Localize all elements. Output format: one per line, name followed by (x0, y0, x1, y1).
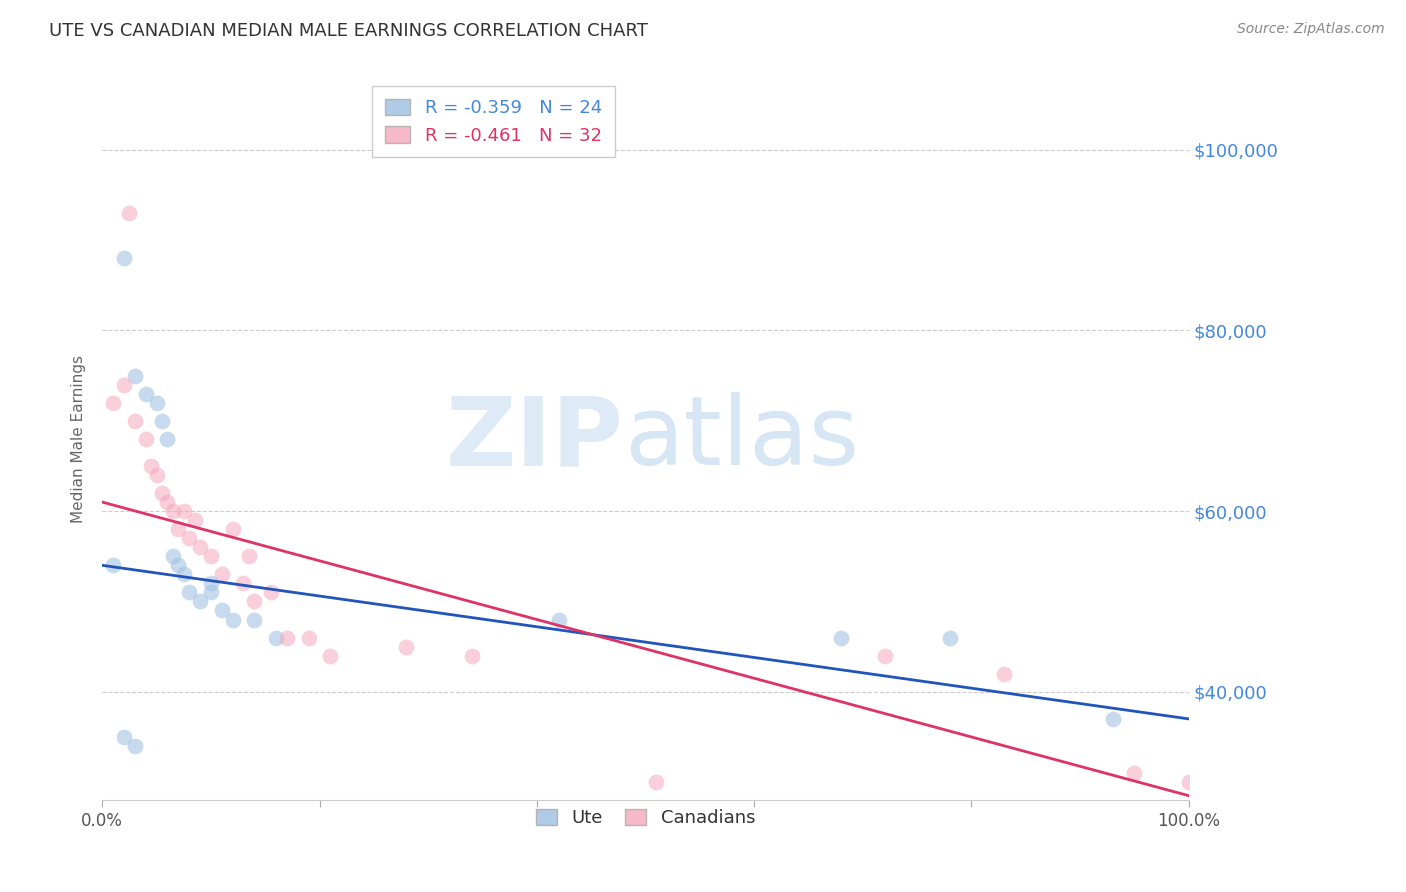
Point (150, 414, 173, 428)
Text: atlas: atlas (624, 392, 859, 485)
Point (243, 613, 266, 627)
Legend: Ute, Canadians: Ute, Canadians (529, 802, 762, 835)
Point (830, 631, 852, 645)
Point (124, 739, 146, 753)
Point (101, 558, 124, 573)
Point (135, 432, 157, 446)
Y-axis label: Median Male Earnings: Median Male Earnings (72, 355, 86, 523)
Text: Source: ZipAtlas.com: Source: ZipAtlas.com (1237, 22, 1385, 37)
Point (162, 549, 184, 564)
Point (179, 531, 201, 545)
Point (135, 386, 157, 401)
Point (167, 558, 190, 573)
Point (264, 631, 287, 645)
Point (211, 567, 233, 582)
Point (156, 432, 179, 446)
Point (118, 206, 141, 220)
Point (221, 613, 243, 627)
Point (124, 368, 146, 383)
Point (173, 504, 195, 518)
Point (1123, 766, 1146, 780)
Point (200, 549, 222, 564)
Point (156, 495, 179, 509)
Point (200, 585, 222, 599)
Point (1101, 712, 1123, 726)
Point (112, 730, 135, 744)
Point (395, 640, 418, 654)
Point (112, 251, 135, 265)
Point (221, 522, 243, 536)
Text: ZIP: ZIP (446, 392, 624, 485)
Point (298, 631, 321, 645)
Point (101, 395, 124, 409)
Point (124, 414, 146, 428)
Point (460, 648, 482, 663)
Point (238, 549, 260, 564)
Point (645, 775, 668, 789)
Point (319, 648, 342, 663)
Point (183, 513, 205, 527)
Point (232, 576, 254, 591)
Point (139, 458, 162, 473)
Point (173, 567, 195, 582)
Point (993, 666, 1015, 681)
Point (1178, 775, 1201, 789)
Point (112, 377, 135, 392)
Point (211, 603, 233, 617)
Point (188, 541, 211, 555)
Point (167, 522, 190, 536)
Point (200, 576, 222, 591)
Point (150, 486, 173, 500)
Text: UTE VS CANADIAN MEDIAN MALE EARNINGS CORRELATION CHART: UTE VS CANADIAN MEDIAN MALE EARNINGS COR… (49, 22, 648, 40)
Point (276, 631, 298, 645)
Point (873, 648, 896, 663)
Point (188, 594, 211, 608)
Point (938, 631, 960, 645)
Point (145, 467, 167, 482)
Point (547, 613, 569, 627)
Point (243, 594, 266, 608)
Point (162, 504, 184, 518)
Point (179, 585, 201, 599)
Point (259, 585, 281, 599)
Point (145, 395, 167, 409)
